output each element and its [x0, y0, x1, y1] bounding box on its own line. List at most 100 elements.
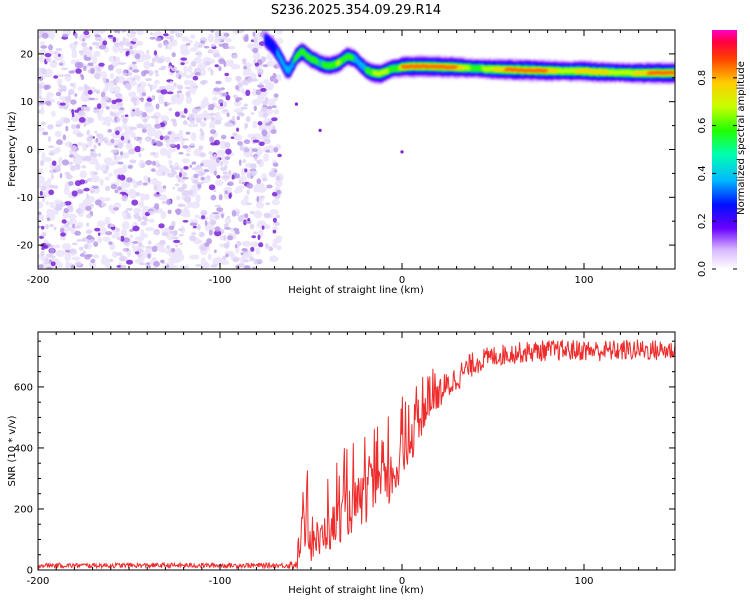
- noise-speckle: [73, 154, 82, 161]
- noise-speckle: [240, 256, 246, 265]
- noise-speckle: [128, 91, 137, 98]
- noise-speckle: [121, 195, 128, 202]
- noise-speckle: [87, 63, 94, 66]
- noise-speckle: [149, 32, 154, 35]
- noise-speckle: [186, 200, 192, 209]
- noise-speckle: [110, 184, 118, 190]
- noise-speckle: [58, 62, 64, 66]
- noise-speckle: [246, 189, 250, 195]
- noise-speckle: [45, 68, 53, 78]
- noise-speckle: [218, 58, 225, 64]
- noise-speckle: [40, 106, 45, 115]
- noise-speckle: [177, 178, 181, 183]
- noise-speckle: [110, 149, 118, 154]
- noise-speckle: [110, 138, 115, 144]
- noise-speckle: [182, 145, 189, 149]
- noise-speckle: [126, 177, 133, 183]
- noise-speckle: [213, 189, 217, 193]
- noise-speckle: [275, 221, 280, 226]
- noise-speckle: [81, 165, 86, 169]
- noise-speckle: [79, 246, 84, 251]
- noise-speckle: [85, 229, 93, 234]
- noise-speckle: [242, 146, 249, 153]
- noise-speckle: [178, 242, 183, 246]
- noise-speckle: [59, 227, 65, 233]
- noise-speckle: [78, 110, 85, 116]
- noise-speckle: [172, 186, 175, 190]
- noise-speckle: [141, 216, 148, 221]
- noise-speckle: [258, 141, 265, 147]
- noise-speckle: [129, 50, 135, 55]
- noise-speckle: [214, 30, 221, 38]
- noise-speckle: [83, 187, 90, 192]
- noise-speckle: [265, 243, 269, 249]
- noise-speckle: [96, 103, 102, 110]
- noise-speckle: [140, 147, 145, 152]
- noise-speckle: [73, 41, 79, 45]
- noise-speckle: [71, 190, 78, 197]
- noise-speckle: [104, 185, 111, 192]
- noise-speckle: [105, 78, 110, 83]
- noise-speckle: [64, 171, 71, 176]
- noise-speckle: [194, 67, 201, 74]
- noise-speckle: [243, 219, 247, 226]
- noise-speckle: [244, 168, 248, 173]
- noise-speckle: [267, 98, 276, 107]
- noise-speckle: [70, 145, 77, 152]
- noise-speckle: [158, 194, 168, 201]
- noise-speckle: [272, 238, 282, 244]
- noise-speckle: [104, 197, 111, 202]
- noise-speckle: [99, 178, 104, 186]
- noise-speckle: [184, 196, 192, 203]
- noise-speckle: [243, 103, 249, 107]
- noise-speckle: [153, 261, 161, 267]
- noise-speckle: [112, 36, 117, 43]
- noise-speckle: [126, 212, 131, 219]
- noise-speckle: [215, 80, 222, 85]
- noise-speckle: [87, 89, 93, 95]
- noise-speckle: [120, 135, 125, 141]
- spectrogram-x-tick-label: -100: [209, 275, 232, 286]
- noise-speckle: [121, 221, 130, 230]
- noise-speckle: [250, 246, 255, 252]
- noise-speckle: [275, 214, 281, 219]
- noise-speckle: [141, 70, 147, 77]
- noise-speckle: [108, 64, 114, 71]
- noise-speckle: [238, 112, 245, 117]
- noise-speckle: [179, 265, 186, 269]
- noise-speckle: [225, 253, 229, 258]
- noise-speckle: [226, 112, 230, 118]
- noise-speckle: [158, 100, 165, 104]
- noise-speckle: [197, 44, 203, 48]
- noise-speckle: [150, 168, 156, 172]
- noise-speckle: [226, 183, 232, 186]
- noise-speckle: [174, 166, 179, 171]
- noise-speckle: [262, 64, 269, 68]
- noise-speckle: [240, 106, 248, 110]
- noise-speckle: [127, 139, 131, 144]
- noise-speckle: [243, 65, 248, 70]
- noise-speckle: [174, 111, 180, 117]
- noise-speckle: [166, 245, 171, 250]
- snr-ticks: -200 -100 0 100 0 200 400 600: [14, 332, 676, 587]
- noise-speckle: [209, 121, 216, 130]
- noise-speckle: [232, 256, 240, 262]
- snr-line: [38, 339, 675, 570]
- snr-series: [38, 339, 675, 570]
- noise-speckle: [197, 183, 202, 189]
- noise-speckle: [114, 189, 119, 194]
- noise-speckle: [194, 214, 200, 219]
- noise-speckle: [169, 30, 175, 35]
- noise-speckle: [71, 47, 77, 54]
- noise-speckle: [177, 84, 184, 90]
- noise-speckle: [204, 61, 211, 66]
- noise-speckle: [223, 61, 227, 68]
- noise-speckle: [90, 151, 94, 156]
- noise-speckle: [123, 117, 128, 124]
- noise-speckle: [38, 211, 42, 216]
- noise-speckle: [126, 259, 133, 265]
- noise-speckle: [272, 125, 276, 130]
- noise-speckle: [247, 77, 253, 83]
- noise-speckle: [100, 202, 107, 207]
- noise-speckle: [256, 178, 262, 185]
